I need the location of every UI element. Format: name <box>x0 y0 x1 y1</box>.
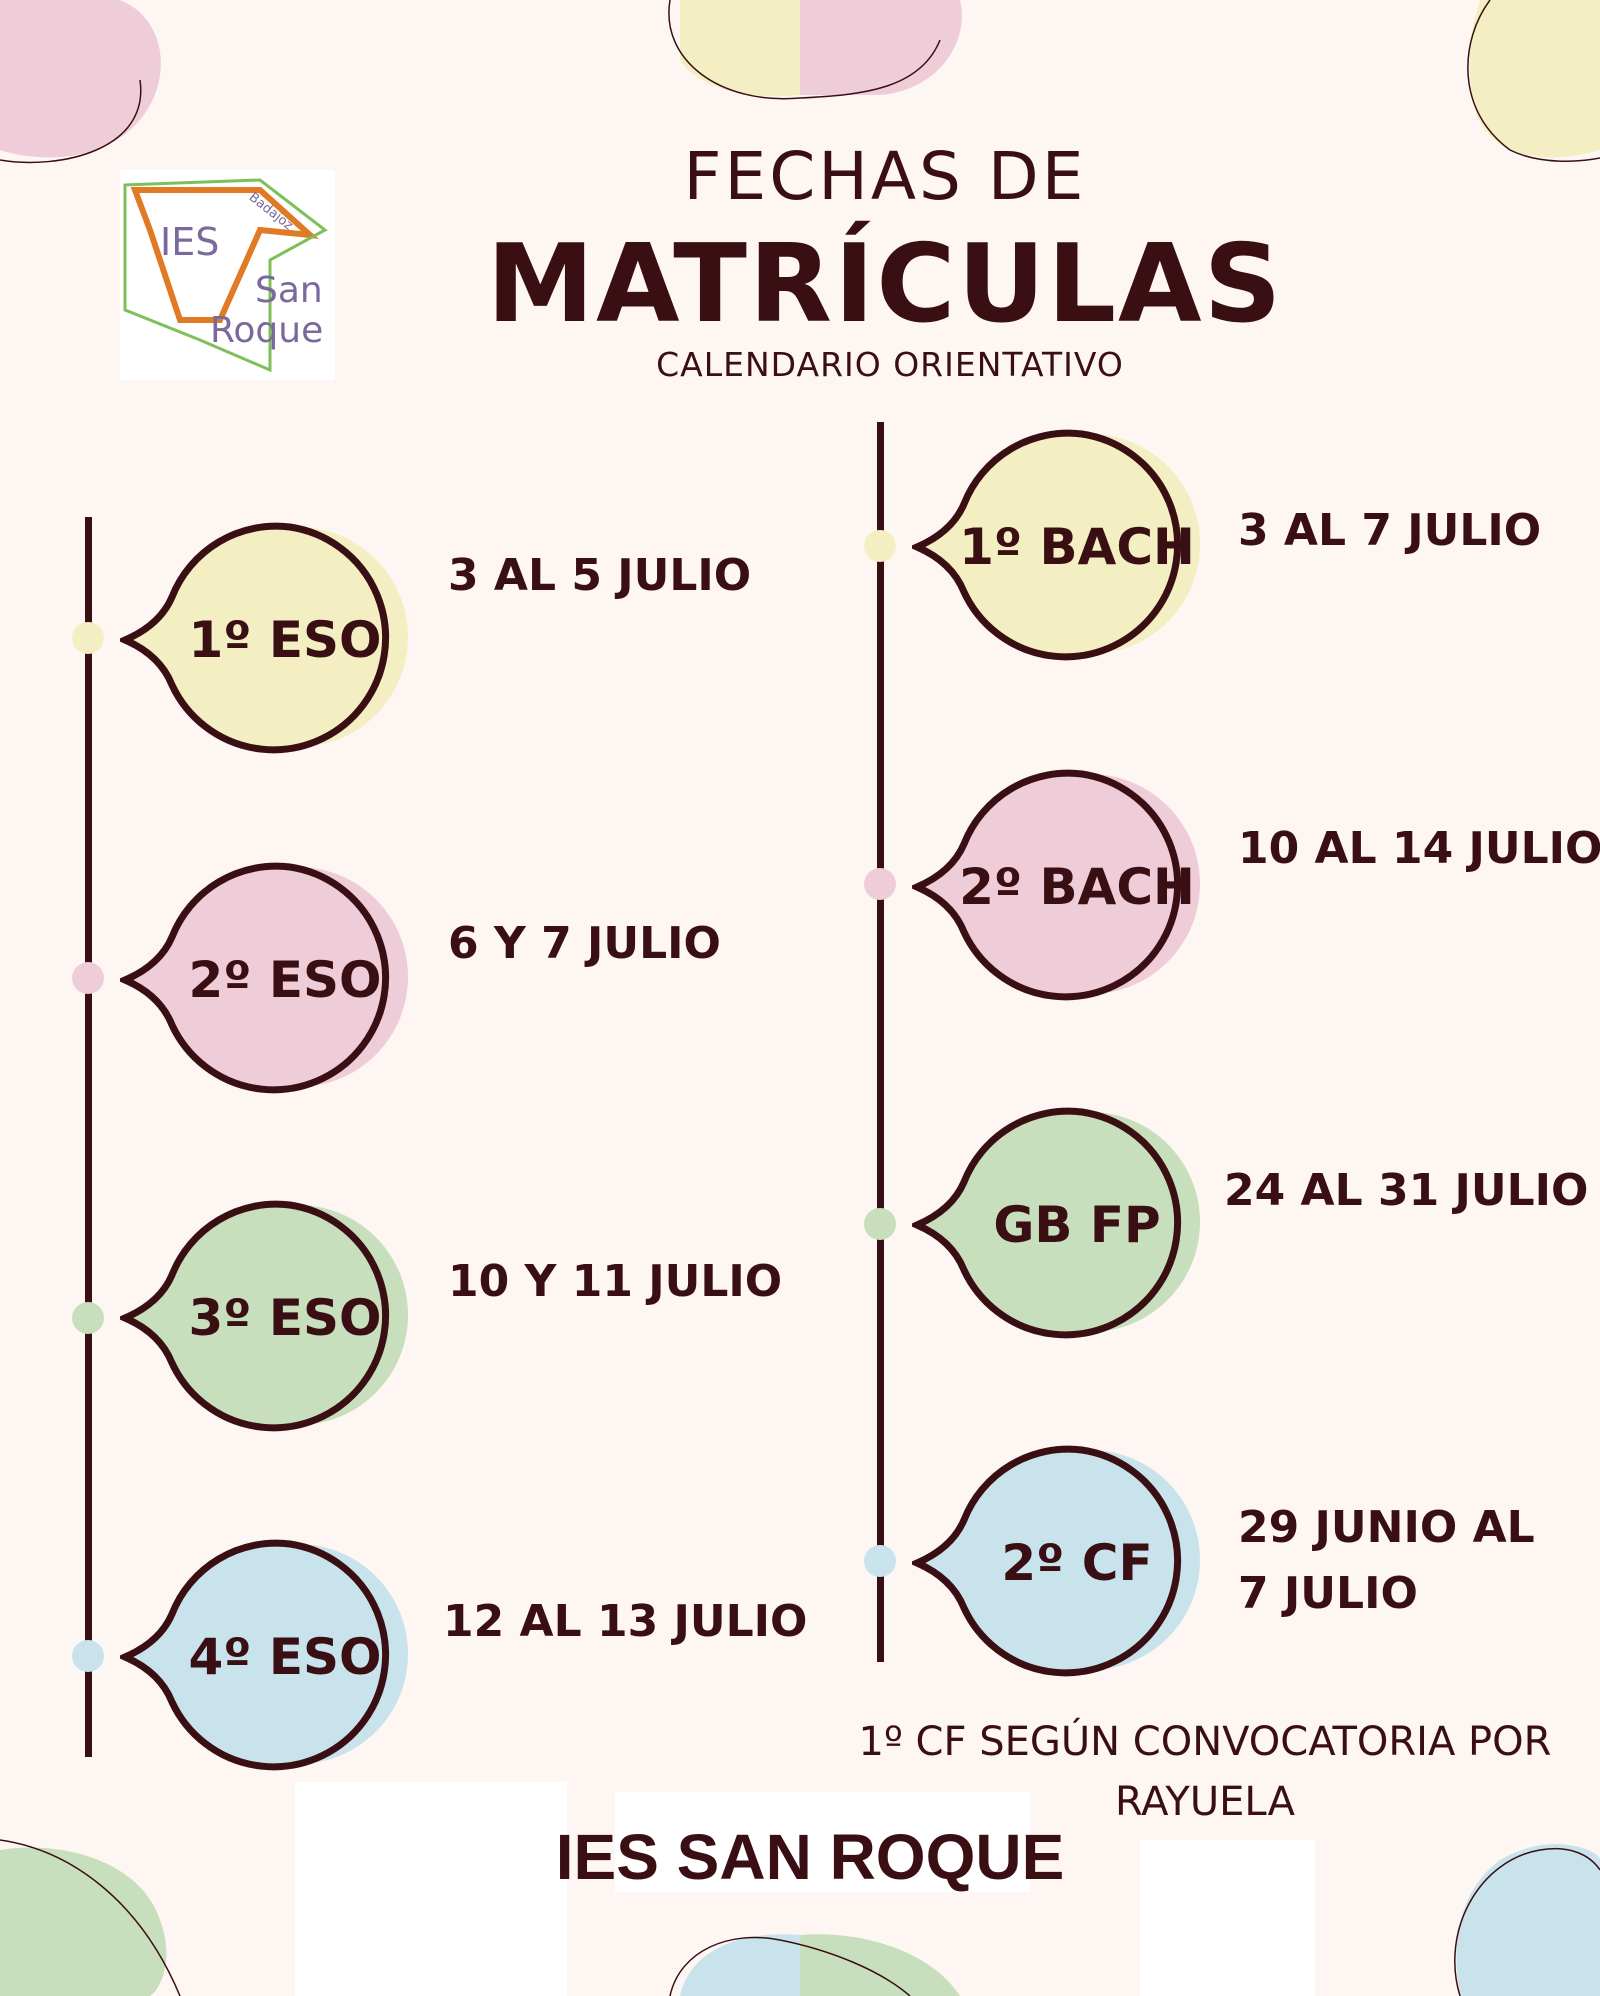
bubble-label: GB FP <box>993 1196 1161 1254</box>
timeline-dot <box>864 1545 896 1577</box>
decorative-blob-top-left <box>0 0 161 164</box>
title-line-2: MATRÍCULAS <box>486 222 1284 347</box>
bubble-label: 2º CF <box>1001 1534 1153 1592</box>
speech-bubble-icon <box>912 429 1200 661</box>
timeline-dot <box>864 530 896 562</box>
logo-roque-text: Roque <box>210 310 324 351</box>
date-4-eso: 12 AL 13 JULIO <box>443 1596 808 1647</box>
bubble-2-eso: 2º ESO <box>120 855 420 1105</box>
footer-school-name: IES SAN ROQUE <box>555 1821 1065 1893</box>
timeline-dot <box>864 868 896 900</box>
footer-panel-center <box>615 1792 1030 1892</box>
bubble-gb-fp: GB FP <box>912 1100 1212 1350</box>
logo-ies-text: IES <box>160 220 220 264</box>
footer-panel-left <box>295 1782 567 1996</box>
timeline-dot <box>72 962 104 994</box>
bubble-label: 2º BACH <box>959 858 1195 916</box>
footer-panel-right <box>1140 1840 1315 1996</box>
bubble-2-bach: 2º BACH <box>912 762 1212 1012</box>
timeline-dot <box>72 1640 104 1672</box>
decorative-blob-bottom-left <box>0 1839 181 1996</box>
date-1-bach: 3 AL 7 JULIO <box>1238 505 1542 556</box>
bubble-label: 4º ESO <box>188 1628 382 1686</box>
decorative-blob-top-right <box>1467 0 1600 162</box>
speech-bubble-icon <box>912 1107 1200 1339</box>
date-2-cf: 29 JUNIO AL 7 JULIO <box>1238 1502 1535 1619</box>
timeline-dot <box>864 1208 896 1240</box>
timeline-dot <box>72 1302 104 1334</box>
bubble-label: 1º BACH <box>959 518 1195 576</box>
date-1-eso: 3 AL 5 JULIO <box>448 550 752 601</box>
decorative-blob-bottom-right <box>1454 1844 1600 1996</box>
bubble-3-eso: 3º ESO <box>120 1193 420 1443</box>
logo-san-text: San <box>255 270 323 311</box>
timeline-left <box>85 517 92 1757</box>
bubble-1-bach: 1º BACH <box>912 422 1212 672</box>
date-gb-fp: 24 AL 31 JULIO <box>1224 1165 1589 1216</box>
bubble-label: 2º ESO <box>188 951 382 1009</box>
subtitle: CALENDARIO ORIENTATIVO <box>656 345 1124 384</box>
title-line-1: FECHAS DE <box>683 138 1087 215</box>
speech-bubble-icon <box>912 1445 1200 1677</box>
date-2-bach: 10 AL 14 JULIO <box>1238 823 1600 874</box>
timeline-right <box>877 422 884 1662</box>
speech-bubble-icon <box>912 769 1200 1001</box>
decorative-blob-bottom-center <box>669 1934 960 1996</box>
speech-bubble-icon <box>120 1539 408 1771</box>
bubble-4-eso: 4º ESO <box>120 1532 420 1782</box>
timeline-dot <box>72 622 104 654</box>
decorative-blob-top-center <box>668 0 962 100</box>
bubble-1-eso: 1º ESO <box>120 515 420 765</box>
bubble-label: 3º ESO <box>188 1289 382 1347</box>
school-logo: Badajoz IES San Roque <box>120 170 335 380</box>
date-2-eso: 6 Y 7 JULIO <box>448 918 721 969</box>
date-3-eso: 10 Y 11 JULIO <box>448 1256 783 1307</box>
speech-bubble-icon <box>120 862 408 1094</box>
speech-bubble-icon <box>120 522 408 754</box>
bubble-label: 1º ESO <box>188 611 382 669</box>
speech-bubble-icon <box>120 1200 408 1432</box>
bubble-2-cf: 2º CF <box>912 1438 1212 1688</box>
note-1-cf: 1º CF SEGÚN CONVOCATORIA POR RAYUELA <box>858 1719 1552 1825</box>
